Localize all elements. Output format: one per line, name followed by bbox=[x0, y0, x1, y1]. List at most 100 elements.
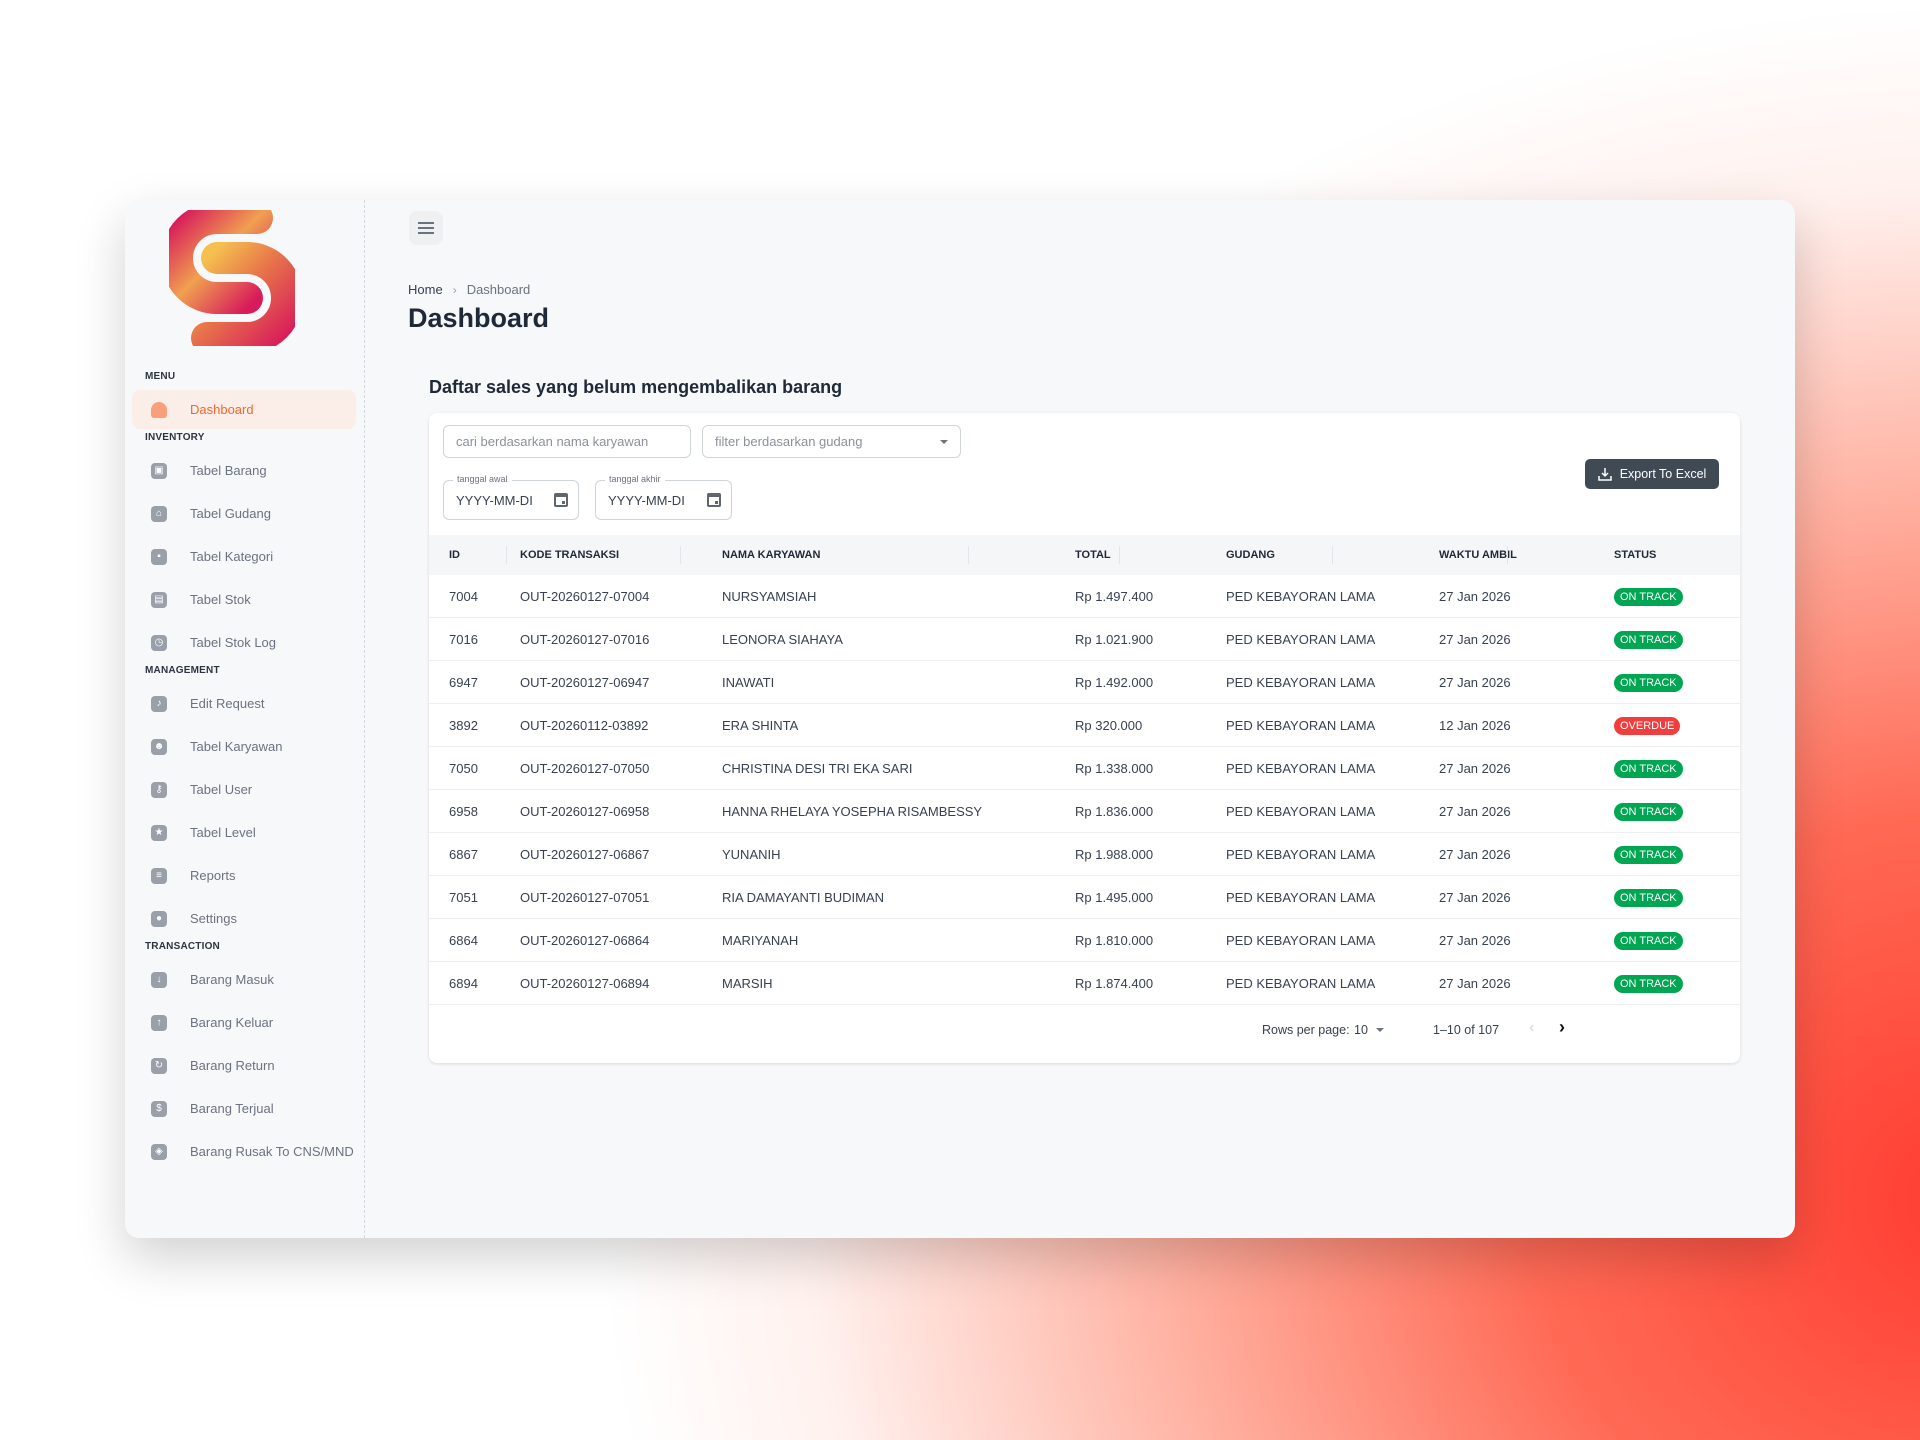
column-divider[interactable] bbox=[1332, 546, 1333, 564]
status-badge: ON TRACK bbox=[1614, 845, 1683, 864]
bell-icon: ♪ bbox=[151, 695, 167, 712]
table-row[interactable]: 6864 OUT-20260127-06864 MARIYANAH Rp 1.810.… bbox=[429, 919, 1740, 962]
cell-total: Rp 1.874.400 bbox=[1075, 976, 1154, 991]
column-header-gudang[interactable]: GUDANG bbox=[1226, 549, 1275, 561]
sidebar-item-label: Barang Masuk bbox=[190, 972, 274, 987]
cell-employee-name: MARSIH bbox=[722, 976, 773, 991]
rows-per-page-value: 10 bbox=[1354, 1023, 1368, 1037]
search-employee-input[interactable]: cari berdasarkan nama karyawan bbox=[443, 425, 691, 458]
sidebar-item-tabel-gudang[interactable]: ⌂ Tabel Gudang bbox=[132, 494, 356, 533]
column-divider[interactable] bbox=[1507, 546, 1508, 564]
chevron-down-icon bbox=[940, 440, 948, 444]
column-divider[interactable] bbox=[968, 546, 969, 564]
cell-employee-name: LEONORA SIAHAYA bbox=[722, 632, 843, 647]
end-date-value: YYYY-MM-DI bbox=[608, 492, 685, 508]
table-row[interactable]: 7016 OUT-20260127-07016 LEONORA SIAHAYA Rp … bbox=[429, 618, 1740, 661]
sidebar-item-barang-terjual[interactable]: $ Barang Terjual bbox=[132, 1089, 356, 1128]
damaged-box-icon: ◈ bbox=[151, 1143, 167, 1160]
table-row[interactable]: 3892 OUT-20260112-03892 ERA SHINTA Rp 320.0… bbox=[429, 704, 1740, 747]
breadcrumb-home-link[interactable]: Home bbox=[408, 282, 443, 297]
cell-status: ON TRACK bbox=[1614, 790, 1683, 833]
sidebar-item-label: Tabel Stok bbox=[190, 592, 251, 607]
column-divider[interactable] bbox=[1119, 546, 1120, 564]
table-row[interactable]: 6958 OUT-20260127-06958 HANNA RHELAYA YOSE… bbox=[429, 790, 1740, 833]
column-header-id[interactable]: ID bbox=[449, 549, 460, 561]
cell-status: ON TRACK bbox=[1614, 833, 1683, 876]
status-badge: ON TRACK bbox=[1614, 630, 1683, 649]
cell-pickup-time: 27 Jan 2026 bbox=[1439, 976, 1511, 991]
end-date-input[interactable]: tanggal akhir YYYY-MM-DI bbox=[595, 474, 732, 520]
cell-pickup-time: 27 Jan 2026 bbox=[1439, 847, 1511, 862]
return-icon: ↻ bbox=[151, 1057, 167, 1074]
table-row[interactable]: 7050 OUT-20260127-07050 CHRISTINA DESI TRI… bbox=[429, 747, 1740, 790]
cell-total: Rp 320.000 bbox=[1075, 718, 1143, 733]
sidebar-item-barang-return[interactable]: ↻ Barang Return bbox=[132, 1046, 356, 1085]
sidebar-item-label: Barang Keluar bbox=[190, 1015, 274, 1030]
menu-toggle-button[interactable] bbox=[409, 211, 443, 245]
cell-transaction-code: OUT-20260127-07050 bbox=[520, 761, 650, 776]
start-date-input[interactable]: tanggal awal YYYY-MM-DI bbox=[443, 474, 579, 520]
cell-id: 3892 bbox=[449, 718, 478, 733]
stock-icon: ▤ bbox=[151, 591, 167, 608]
gear-icon: ● bbox=[151, 910, 167, 927]
column-header-waktu-ambil[interactable]: WAKTU AMBIL bbox=[1439, 549, 1517, 561]
dollar-icon: $ bbox=[151, 1100, 167, 1117]
start-date-label: tanggal awal bbox=[453, 474, 512, 484]
sidebar-item-tabel-barang[interactable]: ▣ Tabel Barang bbox=[132, 451, 356, 490]
export-excel-button[interactable]: Export To Excel bbox=[1585, 459, 1719, 489]
sidebar-item-barang-masuk[interactable]: ↓ Barang Masuk bbox=[132, 960, 356, 999]
cell-id: 7051 bbox=[449, 890, 478, 905]
column-header-total[interactable]: TOTAL bbox=[1075, 549, 1111, 561]
sidebar-item-tabel-user[interactable]: ⚷ Tabel User bbox=[132, 770, 356, 809]
sidebar-item-settings[interactable]: ● Settings bbox=[132, 899, 356, 938]
cell-pickup-time: 27 Jan 2026 bbox=[1439, 632, 1511, 647]
user-key-icon: ⚷ bbox=[151, 781, 167, 798]
cell-warehouse: PED KEBAYORAN LAMA bbox=[1226, 890, 1376, 905]
table-row[interactable]: 7004 OUT-20260127-07004 NURSYAMSIAH Rp 1.49… bbox=[429, 575, 1740, 618]
category-icon: ▪ bbox=[151, 548, 167, 565]
cell-employee-name: MARIYANAH bbox=[722, 933, 799, 948]
sidebar-item-tabel-stok-log[interactable]: ◷ Tabel Stok Log bbox=[132, 623, 356, 662]
sidebar-item-tabel-kategori[interactable]: ▪ Tabel Kategori bbox=[132, 537, 356, 576]
cell-employee-name: INAWATI bbox=[722, 675, 775, 690]
cell-total: Rp 1.338.000 bbox=[1075, 761, 1154, 776]
column-divider[interactable] bbox=[506, 546, 507, 564]
column-header-nama-karyawan[interactable]: NAMA KARYAWAN bbox=[722, 549, 821, 561]
table-row[interactable]: 6867 OUT-20260127-06867 YUNANIH Rp 1.988.00… bbox=[429, 833, 1740, 876]
cell-employee-name: YUNANIH bbox=[722, 847, 781, 862]
cell-pickup-time: 27 Jan 2026 bbox=[1439, 589, 1511, 604]
cell-status: ON TRACK bbox=[1614, 661, 1683, 704]
cell-transaction-code: OUT-20260127-07004 bbox=[520, 589, 650, 604]
column-divider[interactable] bbox=[680, 546, 681, 564]
sidebar-item-barang-rusak-to-cns-mnd[interactable]: ◈ Barang Rusak To CNS/MND bbox=[132, 1132, 356, 1171]
table-row[interactable]: 6947 OUT-20260127-06947 INAWATI Rp 1.492.00… bbox=[429, 661, 1740, 704]
sidebar-item-edit-request[interactable]: ♪ Edit Request bbox=[132, 684, 356, 723]
calendar-icon[interactable] bbox=[554, 493, 568, 507]
users-icon: ☻ bbox=[151, 738, 167, 755]
next-page-button[interactable]: › bbox=[1559, 1017, 1565, 1037]
column-header-status[interactable]: STATUS bbox=[1614, 549, 1657, 561]
table-row[interactable]: 7051 OUT-20260127-07051 RIA DAMAYANTI BUDI… bbox=[429, 876, 1740, 919]
sidebar-item-tabel-karyawan[interactable]: ☻ Tabel Karyawan bbox=[132, 727, 356, 766]
logo bbox=[161, 202, 303, 354]
cell-pickup-time: 27 Jan 2026 bbox=[1439, 890, 1511, 905]
rows-per-page-select[interactable]: 10 bbox=[1354, 1023, 1384, 1037]
sidebar-item-label: Tabel Stok Log bbox=[190, 635, 277, 650]
sidebar-item-barang-keluar[interactable]: ↑ Barang Keluar bbox=[132, 1003, 356, 1042]
column-header-kode-transaksi[interactable]: KODE TRANSAKSI bbox=[520, 549, 620, 561]
document-icon: ≡ bbox=[151, 867, 167, 884]
sidebar-item-tabel-level[interactable]: ★ Tabel Level bbox=[132, 813, 356, 852]
sidebar-item-dashboard[interactable]: Dashboard bbox=[132, 390, 356, 429]
cell-warehouse: PED KEBAYORAN LAMA bbox=[1226, 632, 1376, 647]
sidebar-item-reports[interactable]: ≡ Reports bbox=[132, 856, 356, 895]
star-icon: ★ bbox=[151, 824, 167, 841]
calendar-icon[interactable] bbox=[707, 493, 721, 507]
cell-employee-name: CHRISTINA DESI TRI EKA SARI bbox=[722, 761, 913, 776]
clock-icon: ◷ bbox=[151, 634, 167, 651]
warehouse-filter-placeholder: filter berdasarkan gudang bbox=[715, 434, 863, 449]
sidebar-item-tabel-stok[interactable]: ▤ Tabel Stok bbox=[132, 580, 356, 619]
table-row[interactable]: 6894 OUT-20260127-06894 MARSIH Rp 1.874.400… bbox=[429, 962, 1740, 1005]
prev-page-button[interactable]: ‹ bbox=[1529, 1019, 1535, 1036]
sales-table-card: cari berdasarkan nama karyawan filter be… bbox=[429, 413, 1740, 1063]
warehouse-filter-select[interactable]: filter berdasarkan gudang bbox=[702, 425, 961, 458]
